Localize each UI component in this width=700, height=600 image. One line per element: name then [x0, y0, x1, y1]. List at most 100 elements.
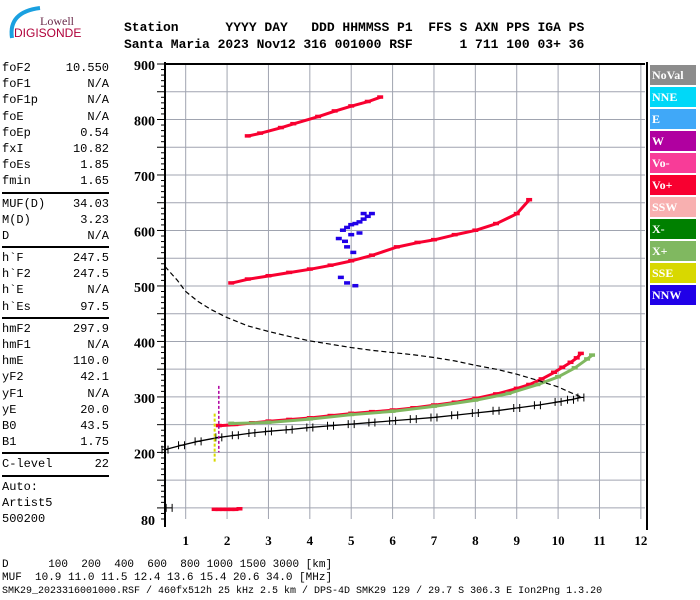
- 2f2-trace-segment: [309, 263, 331, 271]
- param-name: yF1: [2, 386, 24, 401]
- nnw-cluster-point: [344, 281, 351, 285]
- 2f2-trace-segment: [396, 241, 418, 249]
- param-value: N/A: [87, 109, 109, 124]
- param-name: yF2: [2, 370, 24, 385]
- nnw-cluster-point: [339, 228, 346, 232]
- header-labels: Station YYYY DAY DDD HHMMSS P1 FFS S AXN…: [124, 20, 585, 35]
- nnw-cluster-point: [350, 250, 357, 255]
- param-name: D: [2, 228, 10, 243]
- nnw-cluster-point: [337, 275, 344, 280]
- param-value: 10.82: [72, 141, 109, 156]
- param-name: yE: [2, 402, 17, 417]
- param-name: C-level: [2, 457, 53, 472]
- trace-marker: [231, 431, 239, 440]
- param-name: fmin: [2, 174, 31, 189]
- x-tick-label: 3: [265, 533, 272, 548]
- param-name: h`E: [2, 283, 24, 298]
- trace-marker: [327, 421, 335, 430]
- y-tick-label: 500: [134, 281, 155, 296]
- 2f2-trace-segment: [288, 267, 311, 275]
- trace-marker: [248, 428, 256, 437]
- param-row: h`F2 247.5: [2, 266, 109, 282]
- legend: NoVal NNE E W Vo- Vo+ SSW X- X+ SSE NNW: [650, 65, 696, 307]
- 2f2-trace-segment: [371, 245, 398, 257]
- param-name: hmF1: [2, 338, 31, 352]
- param-row: foF1 N/A: [2, 76, 109, 92]
- trace-marker: [554, 397, 562, 406]
- param-value: 42.1: [80, 370, 109, 385]
- param-row: foF1p N/A: [2, 92, 109, 108]
- nnw-cluster-point: [344, 225, 351, 230]
- param-row: yF1 N/A: [2, 386, 109, 402]
- f2-x-trace-segment: [392, 404, 435, 413]
- param-name: foF2: [2, 61, 31, 75]
- y-tick-label: 900: [134, 59, 155, 74]
- trace-marker: [194, 437, 202, 446]
- legend-item-noval: NoVal: [650, 65, 696, 85]
- legend-item-x-: X+: [650, 241, 696, 261]
- param-row: hmE 110.0: [2, 353, 109, 369]
- f2-o-trace-segment: [495, 387, 518, 396]
- legend-item-sse: SSE: [650, 263, 696, 283]
- footer-file-row: SMK29_2023316001000.RSF / 460fx512h 25 k…: [2, 586, 603, 597]
- nnw-cluster-point: [368, 211, 375, 216]
- 2f2-trace-segment: [454, 228, 476, 237]
- param-row: MUF(D) 34.03: [2, 196, 109, 212]
- x-tick-label: 1: [182, 533, 189, 548]
- y-tick-label: 600: [134, 225, 155, 240]
- param-row: fmin 1.65: [2, 173, 109, 189]
- param-row: foF2 10.550: [2, 60, 109, 76]
- param-value: 97.5: [80, 299, 109, 314]
- f2-x-trace-segment: [433, 398, 476, 408]
- 2f2-trace-segment: [495, 212, 518, 226]
- f2-x-trace-segment: [351, 409, 393, 417]
- param-row: C-level 22: [2, 456, 109, 472]
- nnw-cluster-point: [352, 221, 359, 226]
- autoscale-line: 500200: [2, 511, 46, 526]
- param-value: N/A: [87, 338, 109, 352]
- electron-density-profile-line: [164, 266, 582, 398]
- param-name: fxI: [2, 141, 24, 156]
- nnw-cluster-point: [348, 232, 355, 237]
- x-tick-label: 8: [472, 533, 479, 548]
- param-value: N/A: [87, 77, 109, 92]
- param-name: foE: [2, 109, 24, 124]
- param-value: 22: [94, 457, 109, 472]
- nnw-cluster-point: [356, 220, 363, 224]
- trace-marker: [161, 445, 169, 454]
- y-tick-label: 800: [134, 114, 155, 129]
- param-name: hmF2: [2, 321, 31, 336]
- nnw-cluster-point: [360, 211, 367, 216]
- param-row: h`Es 97.5: [2, 299, 109, 315]
- param-row: foEs 1.85: [2, 157, 109, 173]
- param-value: 247.5: [72, 267, 109, 282]
- param-value: 34.03: [72, 196, 109, 211]
- divider: [2, 246, 109, 249]
- f2-o-trace-segment: [475, 392, 497, 401]
- trace-marker: [451, 411, 459, 420]
- y-tick-label: 700: [134, 170, 155, 185]
- digisonde-logo: Lowell DIGISONDE: [6, 4, 86, 44]
- x-tick-label: 12: [634, 533, 647, 548]
- footer-muf-row: MUF 10.9 11.0 11.5 12.4 13.6 15.4 20.6 3…: [2, 572, 333, 584]
- param-row: foEp 0.54: [2, 125, 109, 141]
- y-tick-label: 80: [141, 514, 155, 529]
- f2-o-trace-point: [577, 351, 584, 356]
- legend-item-x-: X-: [650, 219, 696, 239]
- param-name: foEp: [2, 125, 31, 140]
- legend-item-vo-: Vo-: [650, 153, 696, 173]
- param-row: h`E N/A: [2, 282, 109, 298]
- nnw-cluster-point: [360, 217, 367, 221]
- legend-item-vo-: Vo+: [650, 175, 696, 195]
- param-value: 0.54: [80, 125, 109, 140]
- e-layer-marker: [165, 503, 173, 512]
- param-row: M(D) 3.23: [2, 212, 109, 228]
- param-value: 1.75: [80, 435, 109, 450]
- header-values: Santa Maria 2023 Nov12 316 001000 RSF 1 …: [124, 37, 585, 52]
- nnw-cluster-point: [364, 214, 371, 219]
- param-row: B1 1.75: [2, 434, 109, 450]
- param-name: h`F2: [2, 267, 31, 282]
- param-row: hmF2 297.9: [2, 321, 109, 337]
- logo-line1: Lowell: [40, 14, 74, 28]
